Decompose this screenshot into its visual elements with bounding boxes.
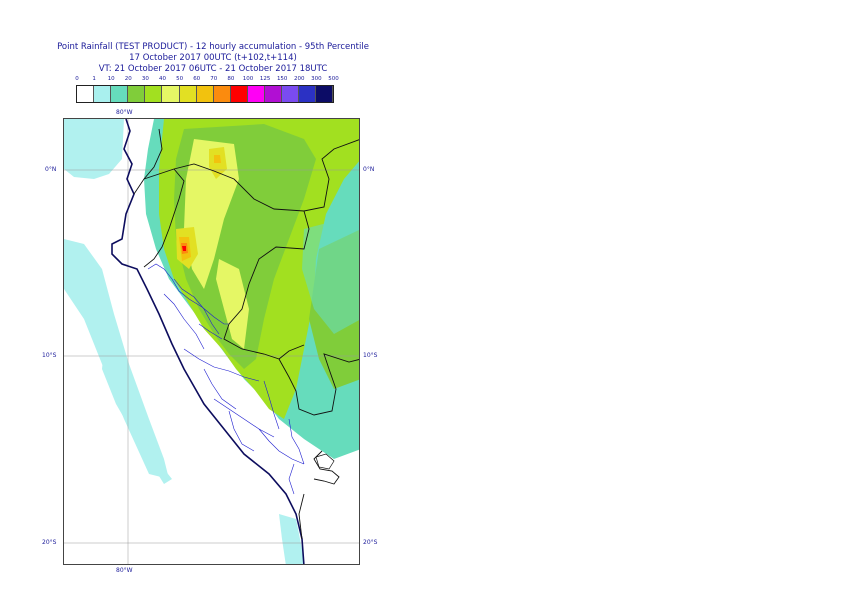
- legend-label: 1: [92, 76, 96, 82]
- legend-swatch: [282, 86, 300, 102]
- legend-swatch: [111, 86, 129, 102]
- legend-swatch: [128, 86, 146, 102]
- title-line-1: Point Rainfall (TEST PRODUCT) - 12 hourl…: [57, 42, 369, 52]
- map-panel: 80°W: [63, 118, 360, 565]
- coastline: [111, 119, 305, 564]
- title-line-3: VT: 21 October 2017 06UTC - 21 October 2…: [98, 64, 328, 74]
- legend-label: 10: [107, 76, 115, 82]
- lat-label-equator-right: 0°N: [363, 166, 375, 173]
- title-line-2: 17 October 2017 00UTC (t+102,t+114): [129, 53, 297, 63]
- legend-label: 300: [311, 76, 322, 82]
- legend-swatch: [213, 86, 231, 102]
- legend-swatch: [299, 86, 317, 102]
- legend-swatch: [265, 86, 283, 102]
- lat-label-10s-right: 10°S: [363, 352, 378, 359]
- lat-label-20s-right: 20°S: [363, 539, 378, 546]
- color-legend: 0 1 10 20 30 40 50 60 70 80 100 125 150 200 300 500: [75, 76, 346, 106]
- legend-swatch: [179, 86, 197, 102]
- legend-swatch: [196, 86, 214, 102]
- legend-labels: 0 1 10 20 30 40 50 60 70 80 100 125 150 200 300 500: [75, 76, 346, 84]
- lat-label-10s-left: 10°S: [42, 352, 57, 359]
- legend-label: 70: [210, 76, 218, 82]
- legend-label: 80: [227, 76, 235, 82]
- ocean-rain-patches: [64, 119, 304, 564]
- legend-label: 500: [328, 76, 339, 82]
- map-title: Point Rainfall (TEST PRODUCT) - 12 hourl…: [0, 42, 426, 75]
- legend-label: 100: [242, 76, 254, 82]
- lat-label-20s-left: 20°S: [42, 539, 57, 546]
- lon-label-top-outer: 80°W: [116, 109, 133, 116]
- legend-swatch: [316, 86, 334, 102]
- legend-label: 150: [276, 76, 288, 82]
- legend-swatch: [162, 86, 180, 102]
- legend-label: 125: [259, 76, 271, 82]
- legend-label: 40: [159, 76, 166, 82]
- rainfall-map: [64, 119, 359, 564]
- legend-swatch: [77, 86, 95, 102]
- legend-swatch: [230, 86, 248, 102]
- land-rain-field: [112, 119, 359, 564]
- lat-label-equator-left: 0°N: [45, 166, 57, 173]
- legend-label: 20: [124, 76, 132, 82]
- country-borders: [133, 128, 359, 540]
- legend-label: 0: [75, 76, 79, 82]
- lake-titicaca: [315, 453, 335, 470]
- legend-label: 30: [141, 76, 149, 82]
- legend-swatch: [145, 86, 163, 102]
- legend-label: 60: [193, 76, 201, 82]
- lon-label-bottom: 80°W: [116, 567, 133, 574]
- regional-borders: [147, 263, 305, 495]
- legend-label: 50: [176, 76, 184, 82]
- legend-swatch: [247, 86, 266, 102]
- legend-color-bar: [76, 85, 335, 103]
- legend-swatch: [94, 86, 112, 102]
- legend-label: 200: [294, 76, 305, 82]
